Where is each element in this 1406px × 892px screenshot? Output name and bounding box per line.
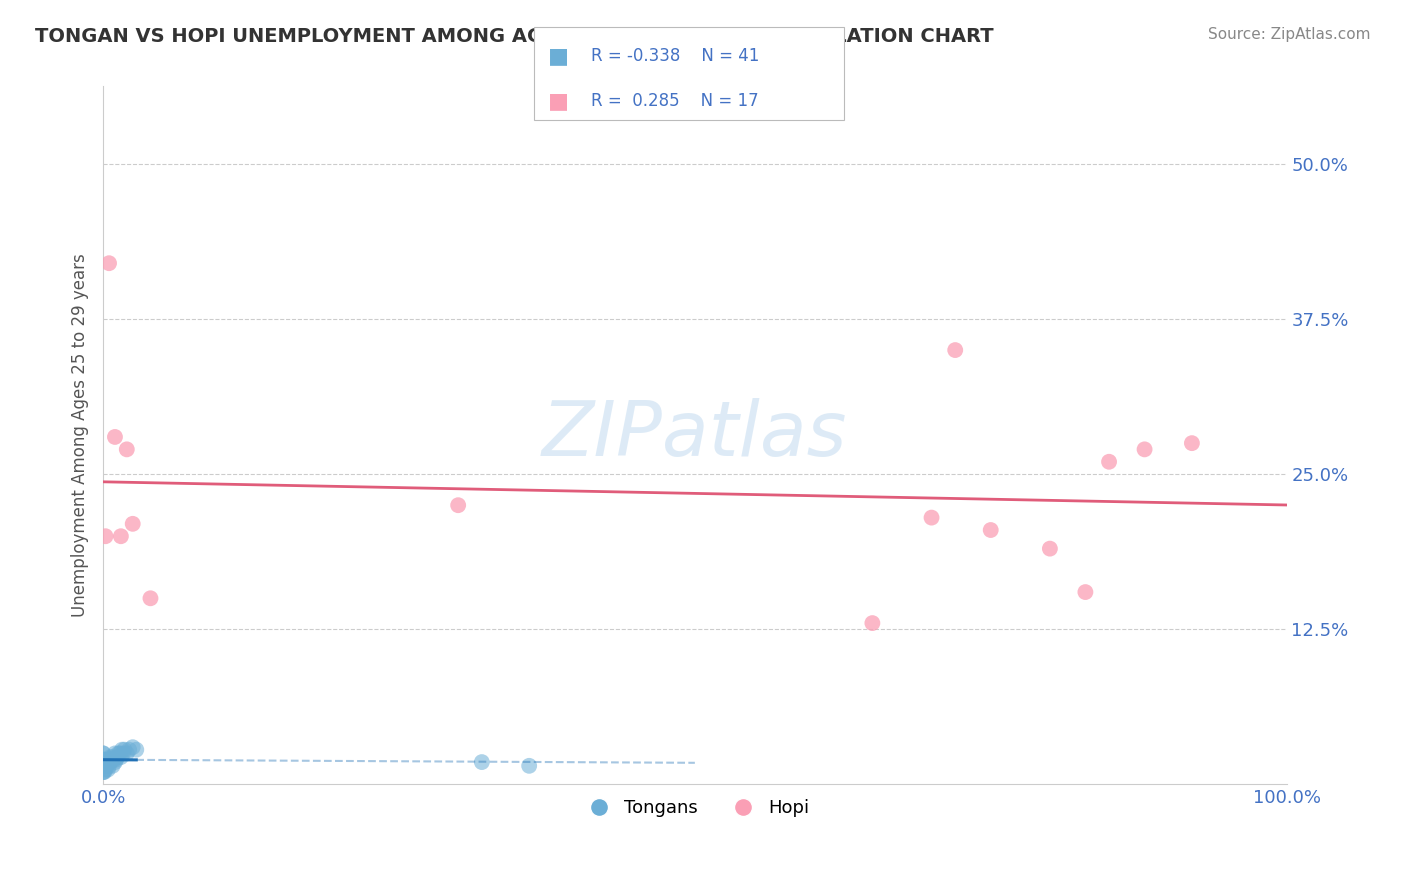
Point [91, 753, 114, 767]
Point [112, 747, 135, 761]
Text: Source: ZipAtlas.com: Source: ZipAtlas.com [1208, 27, 1371, 42]
Point [98, 753, 121, 767]
Point [96, 759, 118, 773]
Point [114, 742, 136, 756]
Point [101, 750, 124, 764]
Point [104, 430, 127, 444]
Point [1181, 436, 1204, 450]
Point [91, 759, 114, 773]
Legend: Tongans, Hopi: Tongans, Hopi [574, 792, 817, 824]
Point [100, 753, 122, 767]
Point [121, 516, 143, 531]
Point [1133, 442, 1156, 457]
Point [121, 740, 143, 755]
Point [97, 763, 120, 777]
Point [104, 755, 127, 769]
Text: ZIPatlas: ZIPatlas [543, 399, 848, 473]
Text: TONGAN VS HOPI UNEMPLOYMENT AMONG AGES 25 TO 29 YEARS CORRELATION CHART: TONGAN VS HOPI UNEMPLOYMENT AMONG AGES 2… [35, 27, 994, 45]
Point [91, 747, 114, 761]
Point [105, 750, 128, 764]
Point [860, 616, 883, 631]
Text: R =  0.285    N = 17: R = 0.285 N = 17 [591, 92, 758, 110]
Point [98, 755, 121, 769]
Point [91, 753, 114, 767]
Point [96, 755, 118, 769]
Point [96, 753, 118, 767]
Point [104, 747, 127, 761]
Point [107, 747, 129, 761]
Point [108, 747, 131, 761]
Point [111, 742, 134, 756]
Point [91, 747, 114, 761]
Point [101, 759, 124, 773]
Point [91, 764, 114, 779]
Point [97, 755, 120, 769]
Point [517, 759, 540, 773]
Point [91, 759, 114, 773]
Point [110, 750, 132, 764]
Point [91, 764, 114, 779]
Point [980, 523, 1002, 537]
Y-axis label: Unemployment Among Ages 25 to 29 years: Unemployment Among Ages 25 to 29 years [72, 253, 89, 617]
Point [94, 763, 117, 777]
Text: R = -0.338    N = 41: R = -0.338 N = 41 [591, 47, 759, 65]
Point [98, 759, 121, 773]
Point [1074, 585, 1097, 599]
Point [105, 753, 128, 767]
Point [94, 755, 117, 769]
Point [98, 256, 121, 270]
Point [1098, 455, 1121, 469]
Point [94, 529, 117, 543]
Point [125, 742, 148, 756]
Point [118, 742, 141, 756]
Point [110, 529, 132, 543]
Point [471, 755, 494, 769]
Point [115, 747, 138, 761]
Point [93, 759, 115, 773]
Point [103, 753, 125, 767]
Point [98, 750, 121, 764]
Text: ■: ■ [548, 46, 569, 66]
Point [1039, 541, 1062, 556]
Point [943, 343, 966, 357]
Point [115, 442, 138, 457]
Point [139, 591, 162, 606]
Point [921, 510, 943, 524]
Text: ■: ■ [548, 91, 569, 111]
Point [447, 498, 470, 512]
Point [93, 764, 115, 779]
